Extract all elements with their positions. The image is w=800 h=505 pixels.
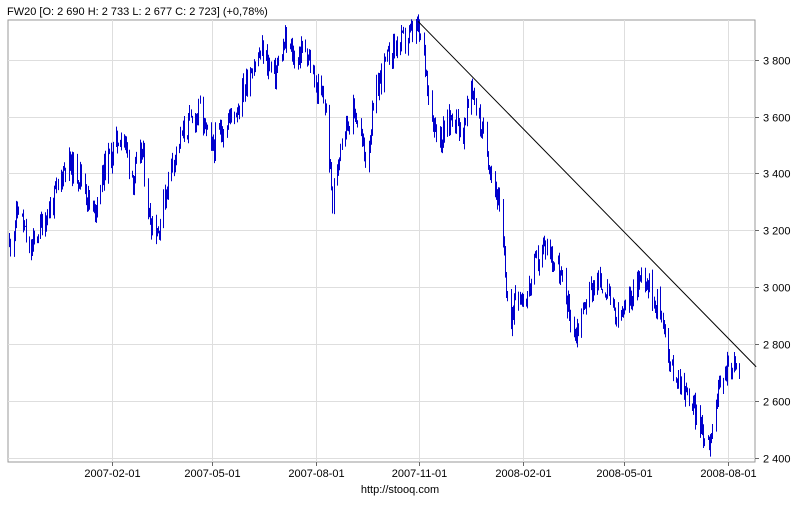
y-tick-label: 3 000 [763,283,791,295]
y-tick-label: 2 600 [763,397,791,409]
ohlc-series [9,14,740,457]
x-tick-label: 2008-08-01 [700,468,756,480]
source-url: http://stooq.com [360,484,440,496]
grid-layer [8,20,755,462]
y-tick-label: 3 400 [763,169,791,181]
y-tick-label: 3 800 [763,56,791,68]
x-tick-label: 2007-08-01 [288,468,344,480]
x-tick-label: 2008-05-01 [596,468,652,480]
x-axis: 2007-02-01 2007-05-01 2007-08-01 2007-11-01… [84,462,757,480]
y-tick-label: 2 800 [763,340,791,352]
y-tick-label: 2 400 [763,454,791,466]
trendline-layer [417,21,757,368]
x-tick-label: 2007-11-01 [392,468,447,480]
x-tick-label: 2008-02-01 [495,468,551,480]
y-tick-label: 3 600 [763,113,791,125]
y-tick-label: 3 200 [763,226,791,238]
trendline [417,21,757,368]
x-tick-label: 2007-02-01 [84,468,140,480]
chart-title: FW20 [O: 2 690 H: 2 733 L: 2 677 C: 2 72… [7,6,268,18]
y-axis: 2 400 2 600 2 800 3 000 3 200 3 400 3 600 3 800 [755,56,791,466]
x-tick-label: 2007-05-01 [184,468,240,480]
